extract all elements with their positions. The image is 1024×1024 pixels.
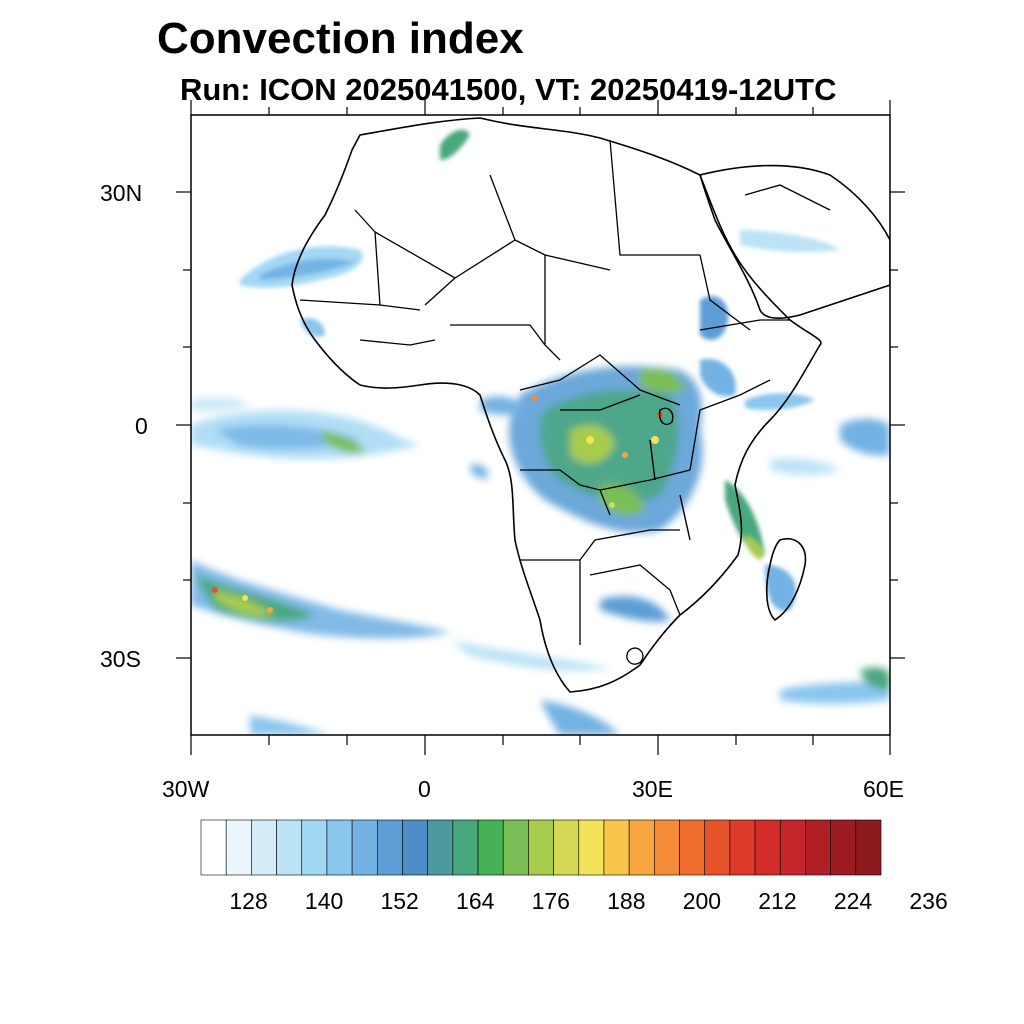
colorbar-swatch <box>251 819 277 876</box>
colorbar-swatch <box>779 819 806 876</box>
south-atlantic-front <box>191 560 620 735</box>
axis-ticks <box>176 100 905 755</box>
lon-label-0: 0 <box>418 776 431 802</box>
convection-field <box>191 129 890 735</box>
indian-ocean-convection <box>600 418 890 704</box>
colorbar-label: 164 <box>456 888 495 914</box>
colorbar-label: 176 <box>531 888 570 914</box>
colorbar-swatch <box>578 819 605 876</box>
lat-label-0: 0 <box>135 413 148 439</box>
colorbar-label: 140 <box>304 888 344 914</box>
colorbar-swatch <box>402 819 428 876</box>
chart-title: Convection index <box>157 14 524 63</box>
colorbar-swatch <box>855 819 882 876</box>
lon-label-60e: 60E <box>863 776 904 802</box>
colorbar-swatch <box>654 819 680 876</box>
colorbar-swatch <box>628 819 655 876</box>
colorbar-label: 152 <box>380 888 419 914</box>
congo-convection <box>470 366 703 533</box>
colorbar-swatch <box>502 819 529 876</box>
country-borders <box>299 139 831 665</box>
arabia-coast <box>698 164 890 320</box>
east-africa-convection <box>700 230 840 611</box>
equatorial-atlantic-band <box>191 397 420 460</box>
colorbar-swatch <box>528 819 554 876</box>
lon-label-30w: 30W <box>162 776 210 802</box>
colorbar-swatch <box>704 819 731 876</box>
madagascar-coast <box>765 538 807 622</box>
colorbar-swatch <box>477 819 504 876</box>
colorbar-swatch <box>276 819 303 876</box>
colorbar-swatch <box>427 819 454 876</box>
colorbar-swatch <box>301 819 328 876</box>
colorbar-label: 236 <box>909 888 948 914</box>
colorbar-swatch <box>805 819 831 876</box>
colorbar-swatch <box>351 819 378 876</box>
colorbar-swatch <box>326 819 353 876</box>
colorbar-swatch <box>376 819 403 876</box>
colorbar-label: 200 <box>682 888 722 914</box>
colorbar-swatch <box>225 819 252 876</box>
colorbar-swatch <box>200 819 227 876</box>
chart-subtitle: Run: ICON 2025041500, VT: 20250419-12UTC <box>180 72 837 107</box>
colorbar-swatch <box>603 819 630 876</box>
colorbar-label: 212 <box>758 888 797 914</box>
colorbar-label: 188 <box>607 888 646 914</box>
lat-label-30s: 30S <box>100 646 141 672</box>
lat-label-30n: 30N <box>100 180 143 206</box>
colorbar-swatch <box>553 819 580 876</box>
lakes <box>649 407 691 541</box>
colorbar-swatch <box>679 819 706 876</box>
colorbar-label: 224 <box>833 888 873 914</box>
colorbar-swatch <box>729 819 756 876</box>
colorbar-swatch <box>830 819 857 876</box>
colorbar <box>200 819 882 876</box>
colorbar-swatch <box>754 819 781 876</box>
lon-label-30e: 30E <box>632 776 673 802</box>
coastlines <box>291 117 890 693</box>
west-africa-convection <box>240 129 470 337</box>
colorbar-label: 128 <box>229 888 268 914</box>
front-hotspots <box>212 587 273 613</box>
colorbar-swatch <box>452 819 479 876</box>
